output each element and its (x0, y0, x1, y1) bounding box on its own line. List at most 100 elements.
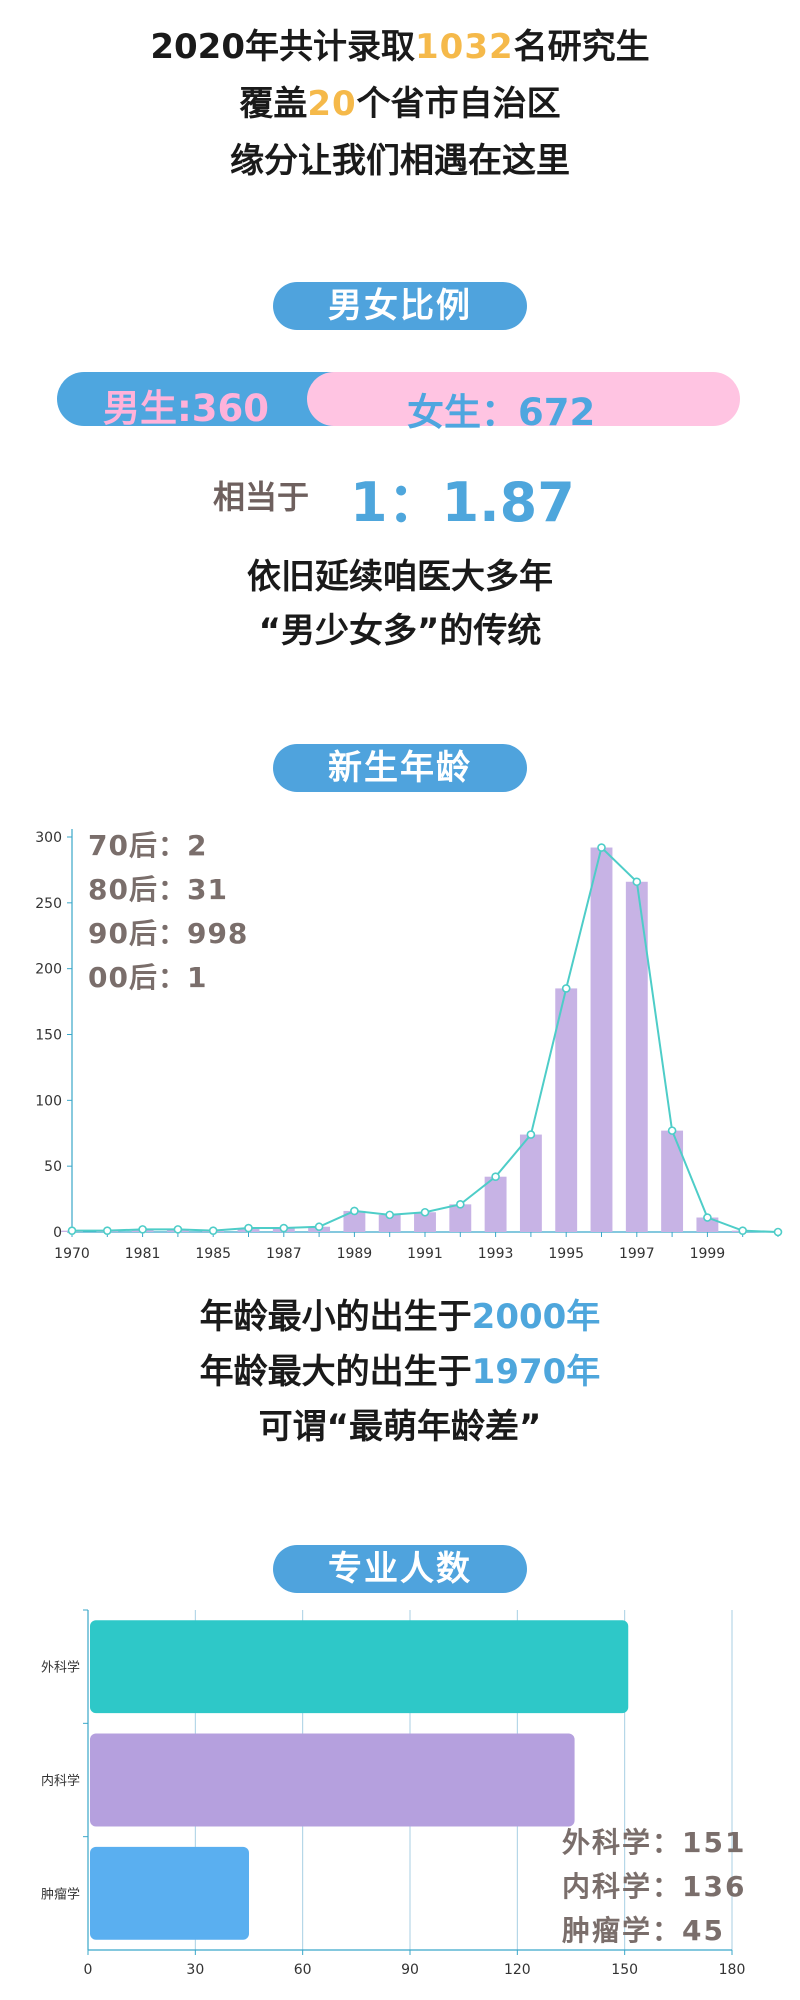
x-tick-label: 1991 (407, 1246, 443, 1262)
age-line-point (173, 1225, 183, 1234)
age-bar (414, 1212, 436, 1232)
x-tick-label: 1981 (125, 1246, 161, 1262)
age-note-line-1: 年龄最小的出生于2000年 (0, 1292, 800, 1342)
major-section-title: 专业人数 (273, 1545, 527, 1593)
age-line-point (597, 843, 606, 852)
major-stats: 外科学：151 内科学：136 肿瘤学：45 (562, 1821, 746, 1953)
y-tick-label: 50 (44, 1159, 62, 1175)
female-segment (307, 372, 740, 426)
y-tick-label: 250 (35, 896, 62, 912)
total-admitted-number: 1032 (415, 27, 514, 67)
age-note-line-2: 年龄最大的出生于1970年 (0, 1347, 800, 1397)
major-bar (90, 1620, 629, 1714)
ratio-value: 1：1.87 (350, 471, 575, 534)
major-stat-oncology: 肿瘤学：45 (562, 1914, 725, 1947)
age-chart: 0 50 100 150 200 250 300 1970 1981 1985 1987 1989 19… (35, 829, 783, 1262)
age-line-point (138, 1225, 147, 1234)
x-tick-label: 30 (186, 1962, 204, 1978)
gender-section-title: 男女比例 (273, 282, 527, 330)
x-tick-label: 120 (504, 1962, 531, 1978)
oldest-birth-year: 1970年 (471, 1352, 601, 1392)
age-line-point (561, 984, 571, 993)
age-line-point (703, 1213, 712, 1222)
age-line-point (279, 1223, 289, 1233)
age-section-title: 新生年龄 (273, 744, 527, 792)
x-tick-label: 1993 (478, 1246, 514, 1262)
age-line-point (773, 1227, 783, 1237)
intro-line-1-prefix: 2020年共计录取 (150, 27, 415, 67)
male-count-label: 男生:360 (103, 387, 270, 430)
age-line-point (350, 1206, 359, 1216)
gender-note-line-1: 依旧延续咱医大多年 (247, 557, 553, 597)
age-bar (484, 1176, 507, 1232)
y-tick-label: 150 (35, 1028, 62, 1044)
female-count-label: 女生：672 (407, 391, 596, 434)
age-bar (449, 1204, 472, 1232)
intro-line-2-prefix: 覆盖 (239, 84, 308, 124)
age-note-line-3: 可谓“最萌年龄差” (258, 1407, 542, 1447)
age-line-point (208, 1226, 218, 1235)
x-tick-label: 60 (294, 1962, 312, 1978)
age-bar (590, 847, 613, 1232)
age-line-point (314, 1222, 324, 1232)
x-tick-label: 90 (401, 1962, 419, 1978)
x-tick-label: 1999 (690, 1246, 726, 1262)
x-tick-label: 1985 (195, 1246, 231, 1262)
age-stat-70s: 70后：2 (88, 829, 208, 862)
x-tick-label: 1997 (619, 1246, 655, 1262)
intro-line-2: 覆盖20个省市自治区 (0, 79, 800, 129)
age-bar (343, 1210, 366, 1232)
age-line-point (667, 1126, 677, 1135)
age-bar (555, 988, 578, 1232)
age-stat-00s: 00后：1 (88, 961, 208, 994)
major-bar (90, 1733, 575, 1827)
intro-line-1: 2020年共计录取1032名研究生 (0, 22, 800, 72)
age-bar (696, 1217, 719, 1232)
age-line-point (491, 1172, 500, 1182)
gender-ratio-bar: 男生:360 女生：672 (57, 372, 740, 434)
age-line-point (67, 1226, 77, 1235)
age-stats: 70后：2 80后：31 90后：998 00后：1 (88, 824, 248, 1000)
age-line-point (103, 1226, 112, 1235)
intro-line-3: 缘分让我们相遇在这里 (230, 141, 570, 181)
major-category-label: 内科学 (41, 1773, 80, 1789)
x-tick-label: 150 (611, 1962, 638, 1978)
major-bar (90, 1846, 249, 1940)
age-note-1-prefix: 年龄最小的出生于 (199, 1297, 472, 1337)
age-bar (625, 881, 648, 1232)
youngest-birth-year: 2000年 (471, 1297, 601, 1337)
y-tick-label: 100 (35, 1093, 62, 1109)
gender-ratio-row: 相当于 1：1.87 (213, 458, 693, 534)
age-line-point (420, 1207, 430, 1217)
provinces-number: 20 (307, 84, 357, 124)
x-tick-label: 0 (84, 1962, 93, 1978)
age-line-point (455, 1200, 465, 1209)
gender-note-line-2: “男少女多”的传统 (258, 611, 542, 651)
age-line-point (632, 877, 642, 887)
age-bar (378, 1214, 401, 1232)
major-stat-surgery: 外科学：151 (562, 1826, 747, 1859)
major-category-label: 外科学 (41, 1660, 80, 1676)
ratio-prefix: 相当于 (213, 478, 310, 516)
age-line-point (526, 1130, 536, 1139)
age-line-point (244, 1223, 253, 1233)
y-tick-label: 0 (53, 1225, 62, 1241)
age-stat-80s: 80后：31 (88, 873, 228, 906)
major-category-label: 肿瘤学 (41, 1886, 80, 1902)
intro-line-1-suffix: 名研究生 (513, 27, 650, 67)
major-stat-internal: 内科学：136 (562, 1870, 747, 1903)
x-tick-label: 1987 (266, 1246, 302, 1262)
x-tick-label: 180 (719, 1962, 746, 1978)
age-line-point (738, 1226, 748, 1235)
age-stat-90s: 90后：998 (88, 917, 249, 950)
age-line-point (385, 1210, 395, 1220)
intro-line-2-suffix: 个省市自治区 (356, 84, 561, 124)
y-tick-label: 300 (35, 830, 62, 846)
age-bar (519, 1134, 542, 1232)
age-bar (661, 1130, 684, 1232)
age-note-2-prefix: 年龄最大的出生于 (199, 1352, 472, 1392)
x-tick-label: 1989 (337, 1246, 373, 1262)
y-tick-label: 200 (35, 962, 62, 978)
x-tick-label: 1970 (54, 1246, 90, 1262)
